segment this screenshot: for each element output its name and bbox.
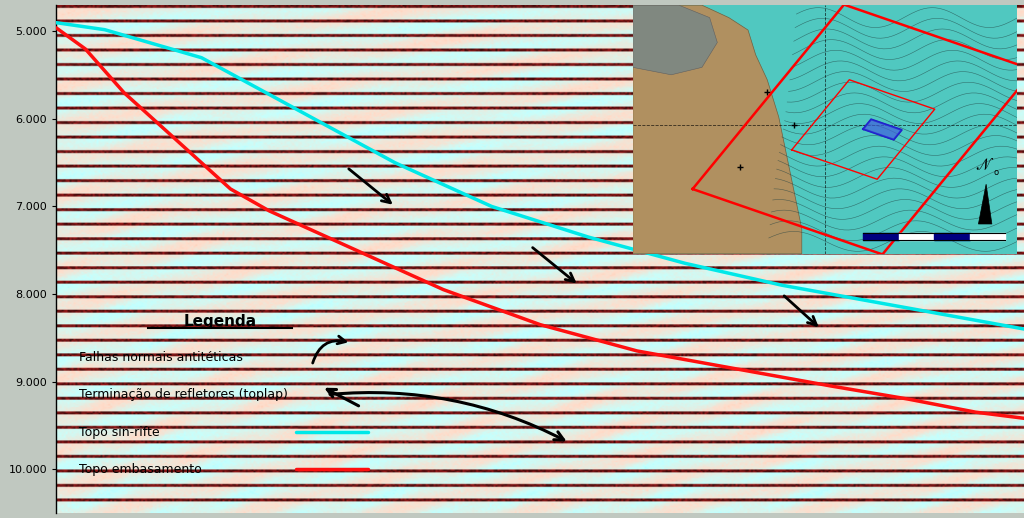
- Text: Falhas normais antitéticas: Falhas normais antitéticas: [79, 351, 243, 364]
- Polygon shape: [979, 184, 992, 224]
- Polygon shape: [863, 120, 902, 139]
- Text: Topo embasamento: Topo embasamento: [79, 463, 202, 476]
- Text: Terminação de refletores (toplap): Terminação de refletores (toplap): [79, 388, 288, 401]
- Polygon shape: [633, 5, 717, 75]
- Text: o: o: [993, 168, 998, 177]
- Text: $\mathscr{N}$: $\mathscr{N}$: [975, 156, 994, 174]
- Polygon shape: [633, 5, 802, 254]
- Text: Topo sin-rifte: Topo sin-rifte: [79, 425, 160, 439]
- Text: Legenda: Legenda: [183, 314, 257, 329]
